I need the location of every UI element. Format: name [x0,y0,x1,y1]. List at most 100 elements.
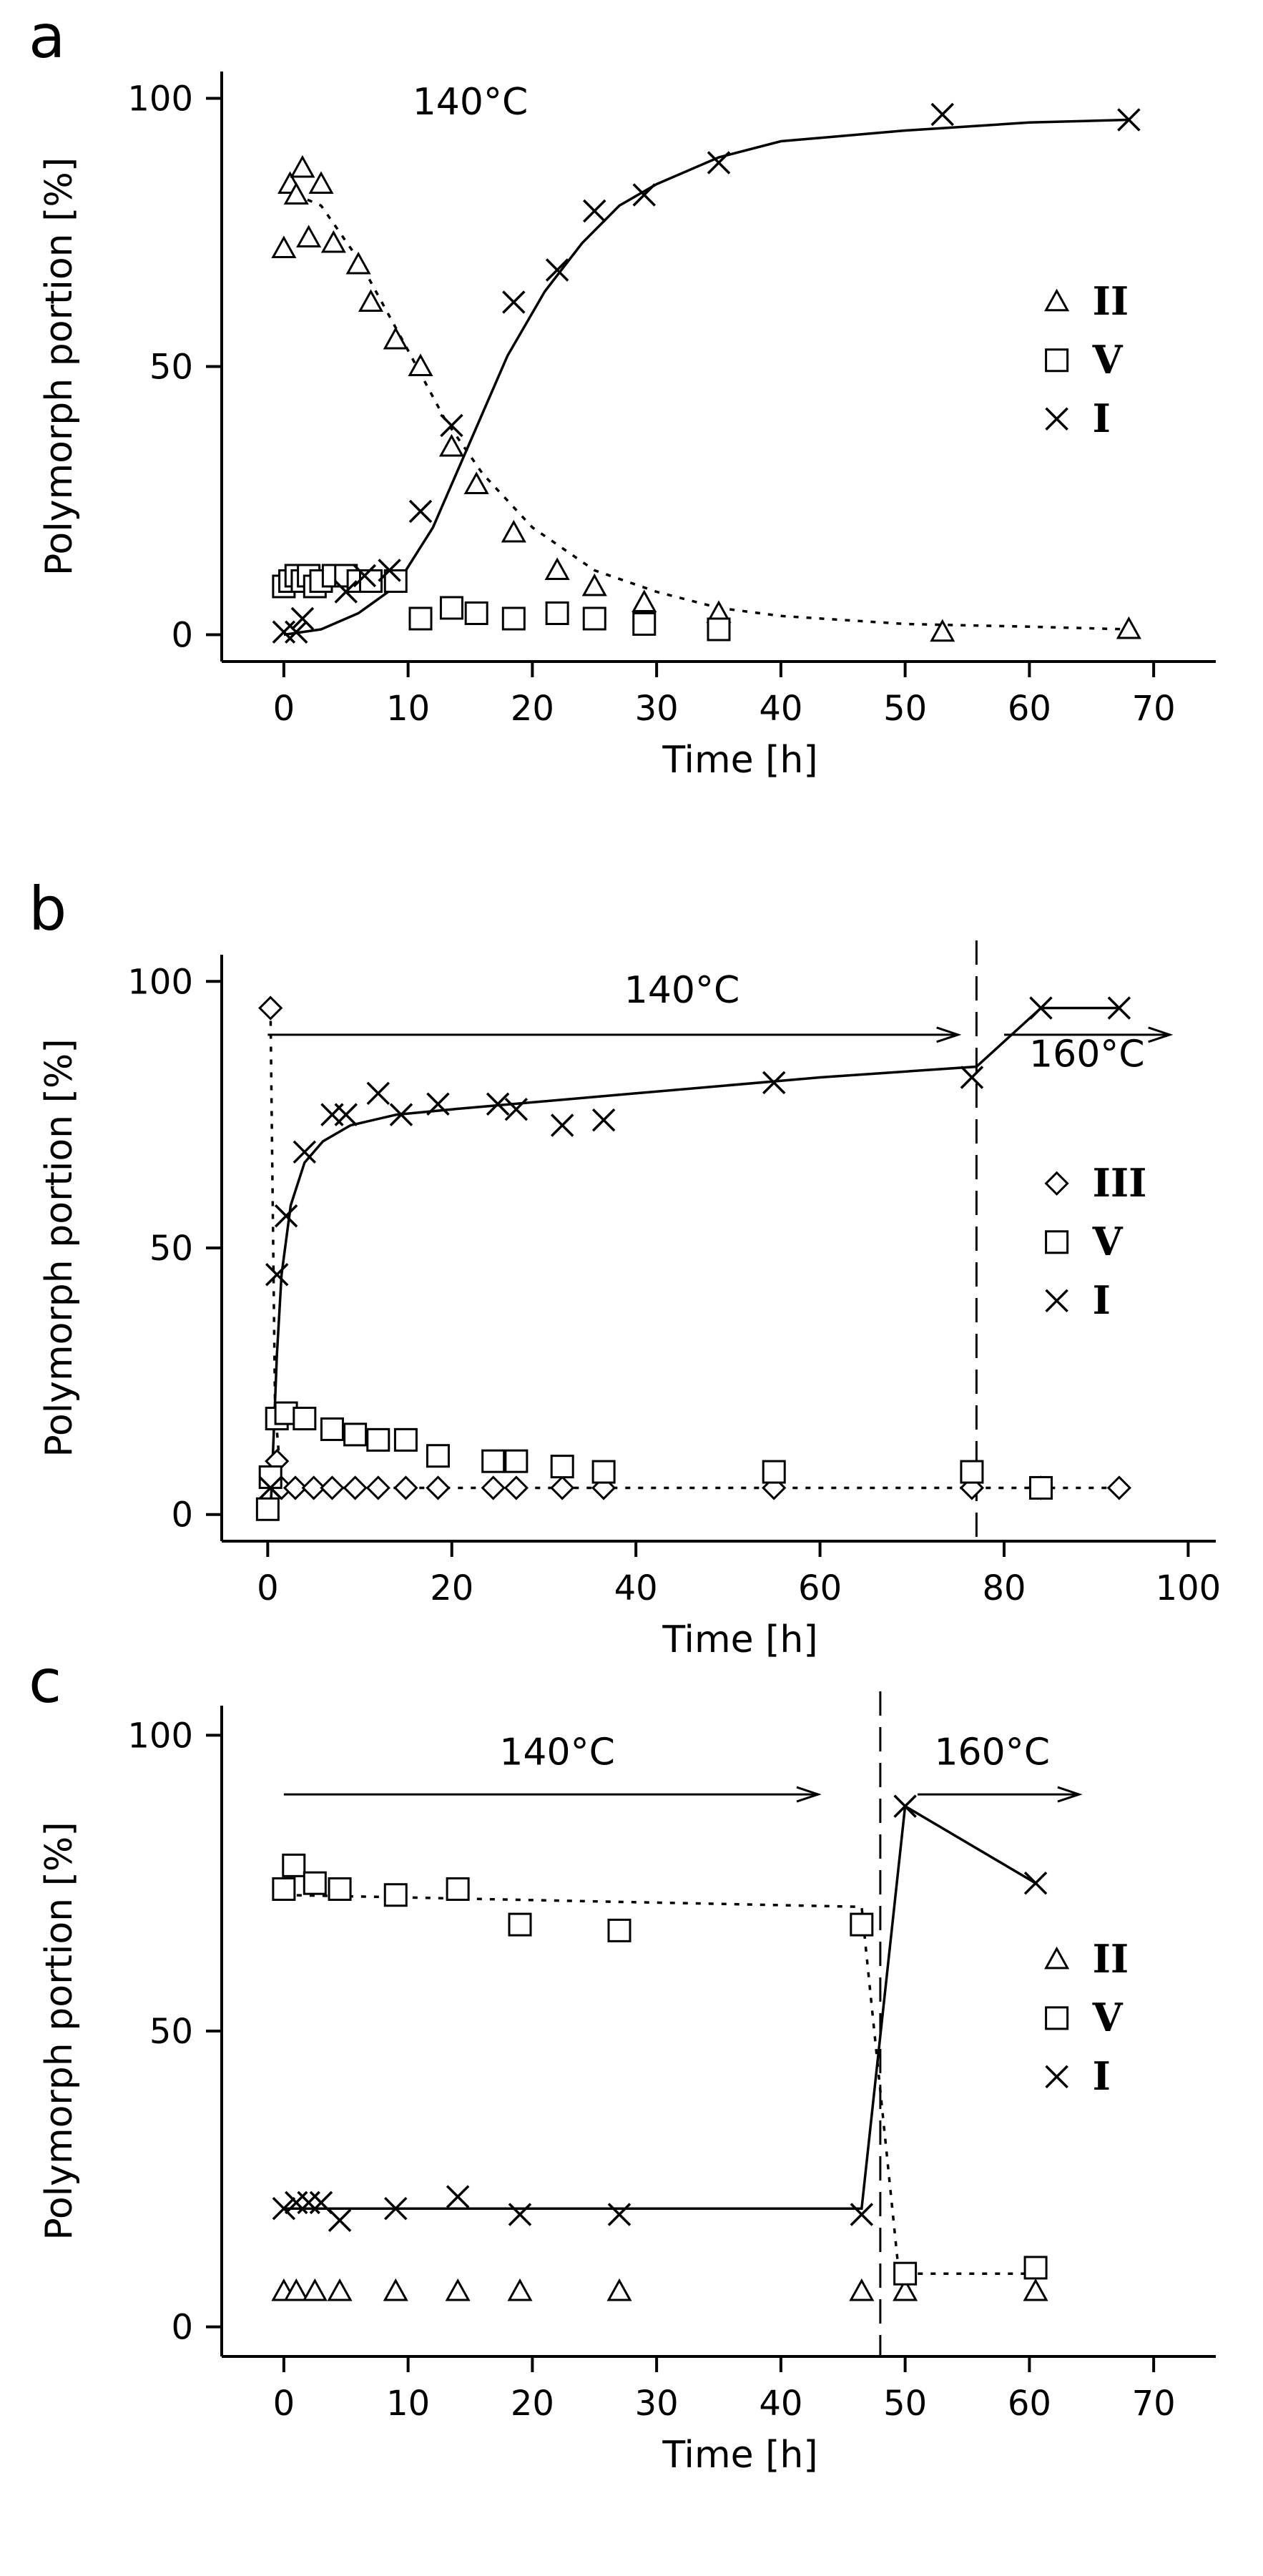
legend-label: I [1093,2053,1111,2099]
data-point-V [293,1407,317,1431]
fit-line [283,1804,1036,2210]
legend-label: II [1093,1936,1129,1982]
data-point-V [343,1422,368,1447]
x-tick-label: 10 [386,2384,430,2424]
temperature-annotation: 160°C [1029,1033,1145,1076]
panel-letter: a [29,1,65,72]
data-point-I [378,559,401,582]
data-point-III [481,1475,506,1500]
data-point-V [1028,1475,1053,1500]
data-point-V [960,1460,984,1484]
x-tick-label: 40 [614,1568,658,1608]
data-point-I [850,2203,874,2226]
x-tick-label: 0 [257,1568,279,1608]
x-tick-label: 20 [511,689,554,729]
temperature-annotation: 160°C [934,1731,1050,1774]
data-point-II [283,2278,309,2301]
x-tick-label: 70 [1132,2384,1176,2424]
data-point-II [383,2278,408,2301]
data-point-I [293,1140,317,1164]
data-point-I [408,499,433,523]
data-point-II [283,182,309,205]
y-tick-label: 100 [127,962,193,1002]
data-point-I [353,564,377,588]
x-tick-label: 100 [1156,1568,1222,1608]
data-point-V [508,1912,532,1937]
data-point-I [1023,1871,1048,1895]
data-point-V [632,612,657,636]
data-point-V [550,1455,574,1479]
x-tick-label: 60 [1008,2384,1051,2424]
data-point-V [582,606,606,631]
data-point-V [328,1877,352,1901]
data-point-V [446,1877,470,1901]
data-point-II [930,619,955,642]
x-tick-label: 30 [635,689,679,729]
legend-marker [1044,1171,1069,1196]
y-axis-title: Polymorph portion [%] [38,1038,81,1457]
x-tick-label: 0 [273,2384,295,2424]
data-point-I [285,620,308,644]
x-axis-title: Time [h] [662,2434,817,2477]
data-point-V [504,1449,529,1473]
data-point-III [282,1475,308,1500]
fit-line [283,188,1129,631]
data-point-V [303,1871,327,1895]
fit-line [283,118,1129,636]
data-point-III [301,1475,326,1500]
y-tick-label: 100 [127,79,193,119]
y-tick-label: 50 [149,2012,193,2052]
data-point-I [309,2191,333,2215]
data-point-I [893,1794,917,1818]
data-point-V [439,596,463,620]
data-point-II [296,225,322,247]
data-point-V [383,569,408,593]
y-axis-title: Polymorph portion [%] [38,1822,81,2240]
data-point-V [481,1449,506,1473]
data-point-V [850,1912,874,1937]
data-point-II [893,2278,918,2301]
x-tick-label: 50 [883,2384,927,2424]
data-point-V [366,1427,390,1452]
panel-letter: b [29,874,67,944]
y-tick-label: 50 [149,1229,193,1269]
data-point-II [445,2278,471,2301]
data-point-III [393,1475,418,1500]
data-point-I [258,1476,282,1500]
data-point-III [258,996,283,1021]
data-point-V [255,1497,280,1521]
data-point-I [389,1103,413,1126]
data-point-II [438,433,464,457]
data-point-I [285,2191,308,2215]
data-point-I [632,183,656,207]
data-point-I [1107,996,1131,1020]
data-point-I [486,1092,510,1116]
x-tick-label: 10 [386,689,430,729]
data-point-II [581,573,607,596]
data-point-I [504,1097,529,1121]
legend-marker [1044,288,1070,312]
legend-marker [1045,348,1069,373]
panel-a: a 0 10 20 30 40 50 60 70 0 50 100 Time [h] Polymorph … [29,1,1216,782]
x-tick-label: 20 [511,2384,554,2424]
data-point-I [960,1066,984,1089]
y-tick-label: 0 [171,616,193,656]
legend-marker [1045,407,1068,431]
y-tick-label: 0 [171,1495,193,1535]
temperature-annotation: 140°C [499,1731,615,1774]
data-point-I [607,2203,632,2226]
arrow-head [936,1026,962,1043]
y-tick-label: 50 [149,348,193,388]
data-point-II [1023,2278,1048,2301]
data-point-II [507,2278,533,2301]
data-point-II [544,557,570,580]
data-point-I [297,2191,320,2215]
data-point-II [463,471,489,494]
data-point-II [308,171,334,194]
data-point-V [545,601,569,625]
data-point-I [502,290,526,314]
data-point-II [408,353,433,376]
arrow-head [1057,1786,1083,1803]
data-point-II [501,519,526,543]
